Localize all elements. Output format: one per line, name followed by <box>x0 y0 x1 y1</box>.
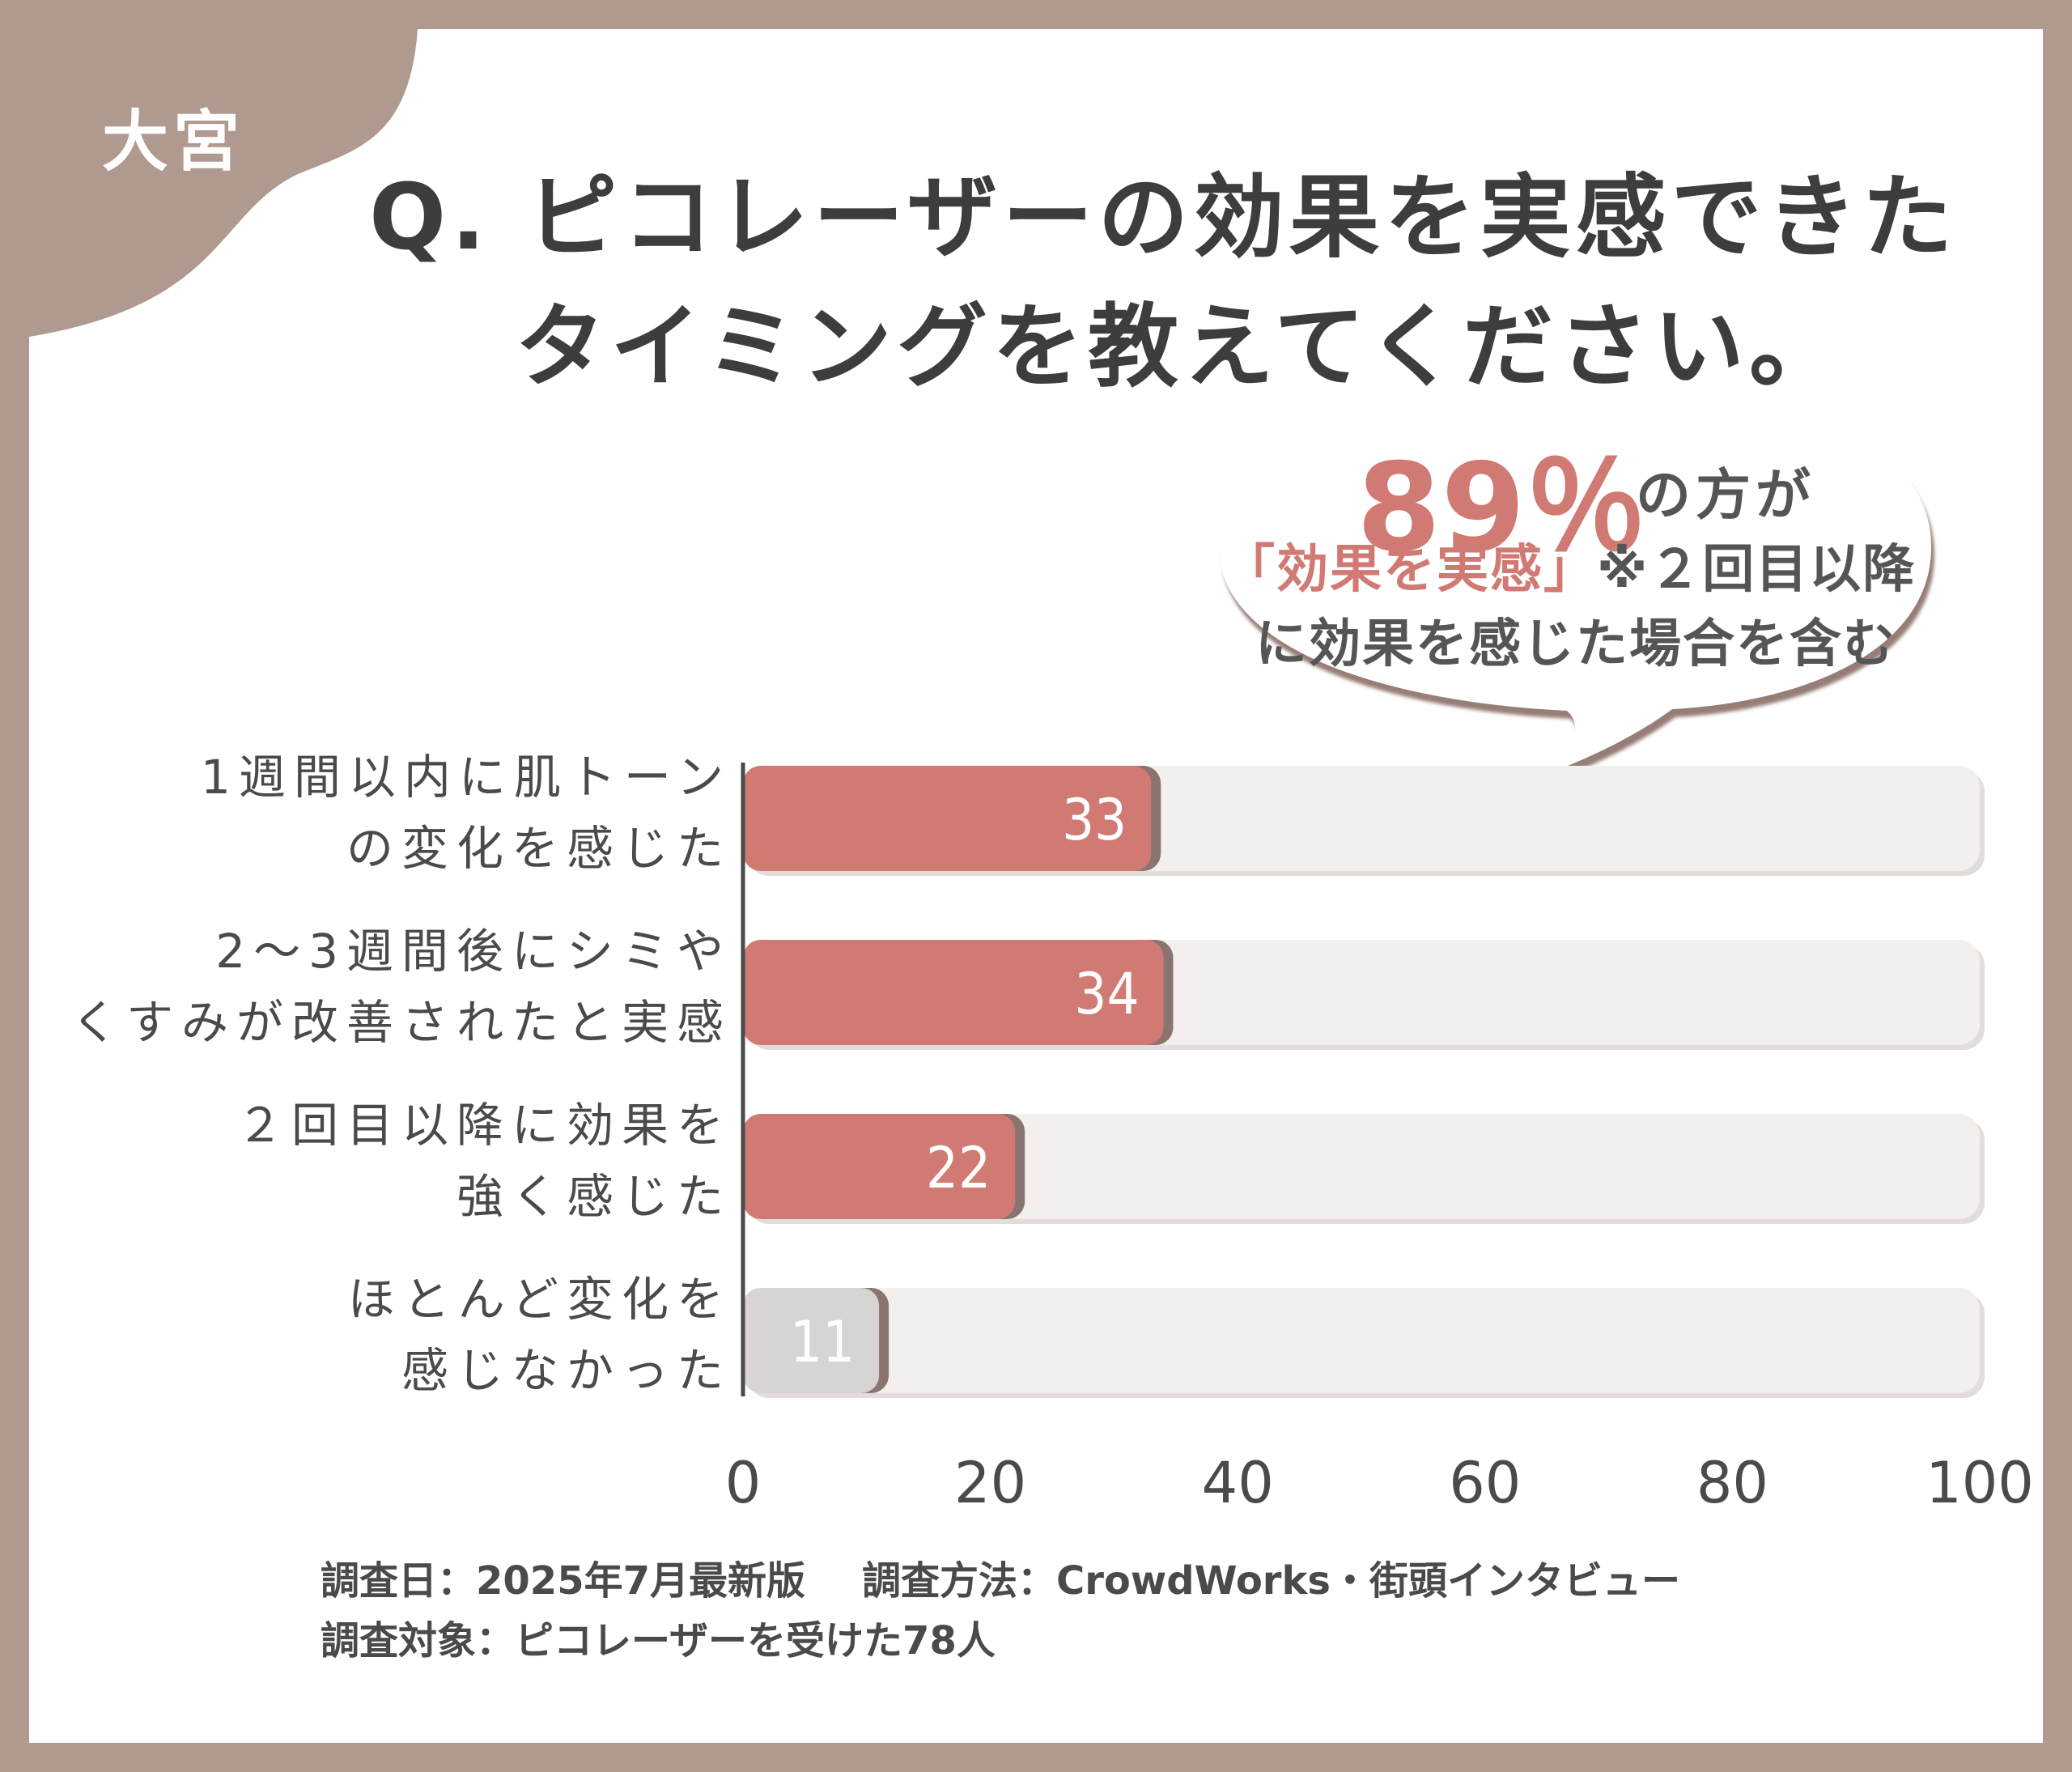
callout-highlight: 「効果を実感」 <box>1223 540 1597 600</box>
survey-footer: 調査日：2025年7月最新版 調査方法：CrowdWorks・街頭インタビュー 調… <box>321 1551 1680 1671</box>
survey-method: 調査方法：CrowdWorks・街頭インタビュー <box>862 1558 1680 1604</box>
category-label: 1週間以内に肌トーンの変化を感じた <box>201 742 732 884</box>
x-tick-label: 0 <box>725 1450 762 1516</box>
question-title-line1: Q. ピコレーザーの効果を実感できた <box>369 165 1958 270</box>
corner-blob <box>29 29 418 337</box>
x-tick-label: 20 <box>954 1450 1026 1516</box>
location-badge: 大宮 <box>102 104 245 181</box>
category-label-line: 感じなかった <box>401 1343 732 1398</box>
bar-value-label: 33 <box>1062 787 1127 853</box>
category-label: 2〜3週間後にシミやくすみが改善されたと実感 <box>71 916 732 1058</box>
bar <box>743 1114 1016 1219</box>
x-tick-label: 60 <box>1449 1450 1521 1516</box>
bar <box>743 766 1152 871</box>
category-label: ほとんど変化を感じなかった <box>348 1264 732 1406</box>
category-label-line: 強く感じた <box>456 1169 732 1224</box>
category-label-line: ２回目以降に効果を <box>236 1098 732 1153</box>
x-tick-label: 80 <box>1696 1450 1768 1516</box>
bar-value-label: 34 <box>1074 961 1139 1027</box>
x-tick-label: 40 <box>1202 1450 1274 1516</box>
category-label-line: ほとんど変化を <box>347 1272 732 1327</box>
callout-line2: 「効果を実感」※２回目以降 <box>1223 528 1916 602</box>
bar-value-label: 11 <box>790 1309 855 1375</box>
category-label-line: 2〜3週間後にシミや <box>215 924 732 979</box>
bar-value-label: 22 <box>926 1135 991 1201</box>
question-title-line2: タイミングを教えてください。 <box>515 295 1845 400</box>
survey-date: 調査日：2025年7月最新版 <box>321 1558 805 1604</box>
category-label-line: の変化を感じた <box>346 821 732 876</box>
bar-track <box>743 1114 1980 1219</box>
bar <box>743 940 1164 1045</box>
survey-target: 調査対象：ピコレーザーを受けた78人 <box>321 1618 996 1664</box>
infographic-card: 大宮 Q. ピコレーザーの効果を実感できた タイミングを教えてください。 89％… <box>29 29 2043 1743</box>
bar-track <box>743 1288 1980 1393</box>
category-label-line: くすみが改善されたと実感 <box>70 995 732 1050</box>
callout-note-line2: に効果を感じた場合を含む <box>1255 614 1896 674</box>
bar <box>743 1288 880 1393</box>
category-label: ２回目以降に効果を強く感じた <box>236 1090 732 1232</box>
category-label-line: 1週間以内に肌トーン <box>200 750 732 805</box>
callout-note-line1: ※２回目以降 <box>1597 540 1917 600</box>
bar-chart: 33 34 22 11 0 20 40 60 80 100 <box>725 763 2034 1516</box>
callout-percentage-suffix: の方が <box>1636 464 1816 528</box>
x-tick-label: 100 <box>1926 1450 2034 1516</box>
callout-percentage: 89％ <box>1357 438 1647 579</box>
